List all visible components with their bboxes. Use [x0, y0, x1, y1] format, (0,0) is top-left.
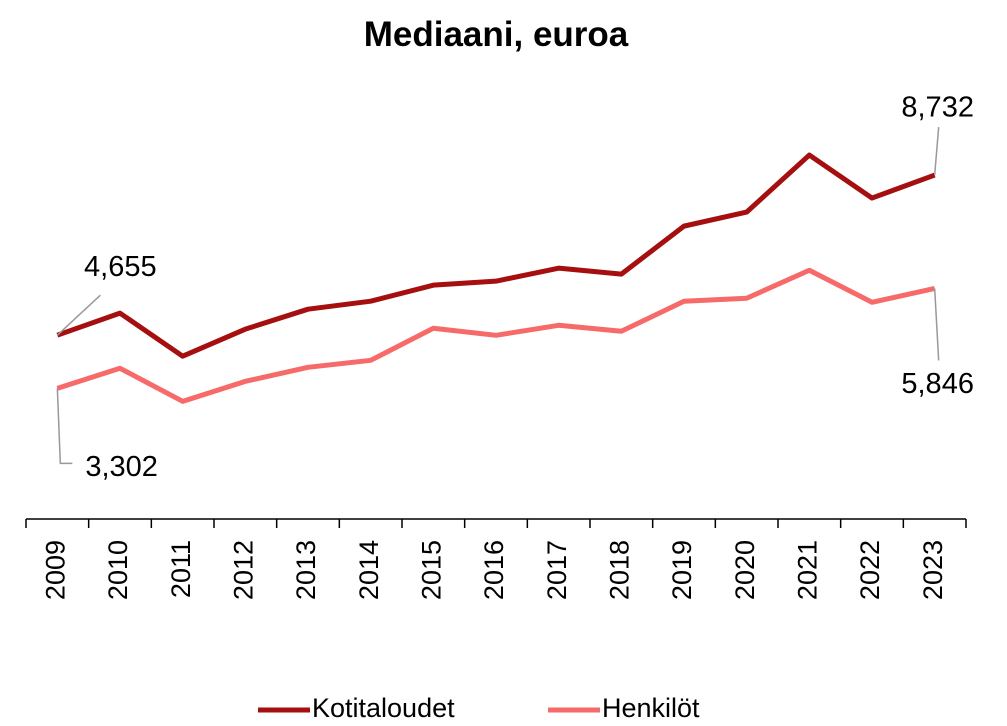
x-tick-label: 2021: [792, 540, 822, 600]
x-tick-label: 2012: [228, 540, 258, 600]
x-tick-label: 2018: [604, 540, 634, 600]
x-tick-label: 2017: [542, 540, 572, 600]
series-line: [56, 152, 936, 359]
x-tick-label: 2009: [40, 540, 70, 600]
x-tick-label: 2016: [479, 540, 509, 600]
data-label: 5,846: [901, 368, 974, 400]
x-tick-label: 2019: [667, 540, 697, 600]
x-tick-label: 2022: [855, 540, 885, 600]
x-tick-label: 2023: [918, 540, 948, 600]
series-line: [56, 267, 936, 404]
x-tick-label: 2014: [354, 540, 384, 600]
label-leader: [933, 288, 940, 361]
legend-label: Kotitaloudet: [312, 693, 455, 723]
label-leader: [56, 294, 101, 336]
x-tick-label: 2020: [730, 540, 760, 600]
label-leader: [933, 127, 940, 176]
data-label: 4,655: [84, 251, 157, 283]
legend-label: Henkilöt: [602, 693, 700, 723]
x-tick-label: 2010: [103, 540, 133, 600]
label-leader: [56, 388, 73, 465]
chart-title: Mediaani, euroa: [364, 15, 629, 54]
x-tick-label: 2011: [166, 540, 196, 598]
data-label: 8,732: [901, 92, 974, 124]
x-tick-label: 2015: [416, 540, 446, 600]
x-tick-label: 2013: [291, 540, 321, 600]
data-label: 3,302: [85, 451, 158, 483]
